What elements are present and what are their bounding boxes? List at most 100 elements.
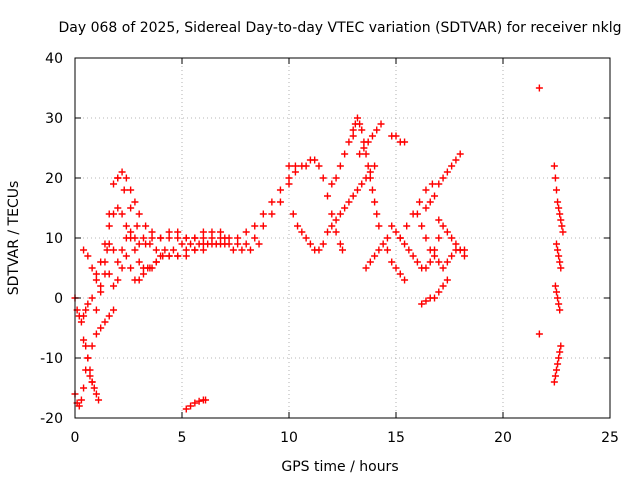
data-point	[294, 222, 302, 230]
data-point	[554, 198, 562, 206]
data-point	[448, 234, 456, 242]
data-point	[556, 306, 564, 314]
data-point	[431, 252, 439, 260]
data-point	[105, 222, 113, 230]
data-point	[199, 228, 207, 236]
data-point	[268, 198, 276, 206]
data-point	[161, 246, 169, 254]
data-point	[146, 240, 154, 248]
data-point	[97, 258, 105, 266]
data-point	[401, 138, 409, 146]
data-point	[349, 132, 357, 140]
data-point	[276, 186, 284, 194]
data-point	[443, 276, 451, 284]
data-point	[556, 210, 564, 218]
data-point	[371, 198, 379, 206]
data-point	[77, 318, 85, 326]
data-point	[556, 348, 564, 356]
data-point	[229, 246, 237, 254]
data-point	[336, 162, 344, 170]
data-point	[97, 324, 105, 332]
data-point	[364, 138, 372, 146]
data-point	[88, 294, 96, 302]
chart-title: Day 068 of 2025, Sidereal Day-to-day VTE…	[59, 20, 622, 36]
y-tick-label: 20	[45, 171, 63, 187]
x-tick-label: 15	[387, 430, 405, 446]
data-point	[268, 210, 276, 218]
data-point	[435, 216, 443, 224]
data-point	[556, 258, 564, 266]
data-point	[362, 264, 370, 272]
data-point	[118, 246, 126, 254]
data-point	[82, 306, 90, 314]
data-point	[182, 246, 190, 254]
data-point	[362, 150, 370, 158]
data-point	[328, 222, 336, 230]
data-point	[118, 210, 126, 218]
data-point	[86, 372, 94, 380]
data-point	[392, 132, 400, 140]
data-point	[118, 168, 126, 176]
data-point	[358, 126, 366, 134]
data-point	[225, 240, 233, 248]
data-point	[135, 210, 143, 218]
data-point	[208, 228, 216, 236]
data-point	[165, 234, 173, 242]
data-point	[80, 384, 88, 392]
data-point	[345, 138, 353, 146]
data-point	[551, 174, 559, 182]
data-point	[234, 234, 242, 242]
data-point	[191, 234, 199, 242]
data-point	[302, 162, 310, 170]
data-point	[105, 312, 113, 320]
data-point	[555, 300, 563, 308]
data-point	[439, 174, 447, 182]
data-point	[456, 246, 464, 254]
data-point	[114, 258, 122, 266]
data-point	[174, 234, 182, 242]
data-point	[202, 396, 210, 404]
data-point	[259, 222, 267, 230]
data-point	[225, 234, 233, 242]
data-point	[114, 276, 122, 284]
data-point	[319, 174, 327, 182]
data-point	[199, 240, 207, 248]
data-point	[139, 234, 147, 242]
data-point	[396, 234, 404, 242]
axis-ticks: 0 5 10 15 20 25 -20 -10 0 10 20 30 40	[40, 51, 619, 446]
data-point	[460, 252, 468, 260]
data-point	[122, 222, 130, 230]
data-point	[148, 264, 156, 272]
data-point	[285, 162, 293, 170]
data-point	[291, 168, 299, 176]
data-point	[324, 228, 332, 236]
data-point	[368, 132, 376, 140]
data-point	[439, 282, 447, 290]
data-point	[535, 84, 543, 92]
data-point	[439, 264, 447, 272]
data-point	[366, 168, 374, 176]
data-point	[392, 228, 400, 236]
data-point	[439, 222, 447, 230]
data-point	[452, 240, 460, 248]
data-point	[101, 240, 109, 248]
data-point	[371, 252, 379, 260]
data-point	[377, 120, 385, 128]
data-point	[554, 294, 562, 302]
x-axis-label: GPS time / hours	[281, 459, 398, 475]
data-point	[551, 282, 559, 290]
y-tick-label: 0	[54, 291, 63, 307]
data-point	[396, 270, 404, 278]
data-point	[285, 180, 293, 188]
data-point	[448, 252, 456, 260]
data-point	[555, 204, 563, 212]
data-point	[88, 342, 96, 350]
data-point	[401, 240, 409, 248]
data-point	[358, 180, 366, 188]
data-point	[422, 297, 430, 305]
data-point	[187, 240, 195, 248]
data-point	[418, 222, 426, 230]
data-point	[182, 252, 190, 260]
data-point	[362, 174, 370, 182]
data-point	[84, 300, 92, 308]
